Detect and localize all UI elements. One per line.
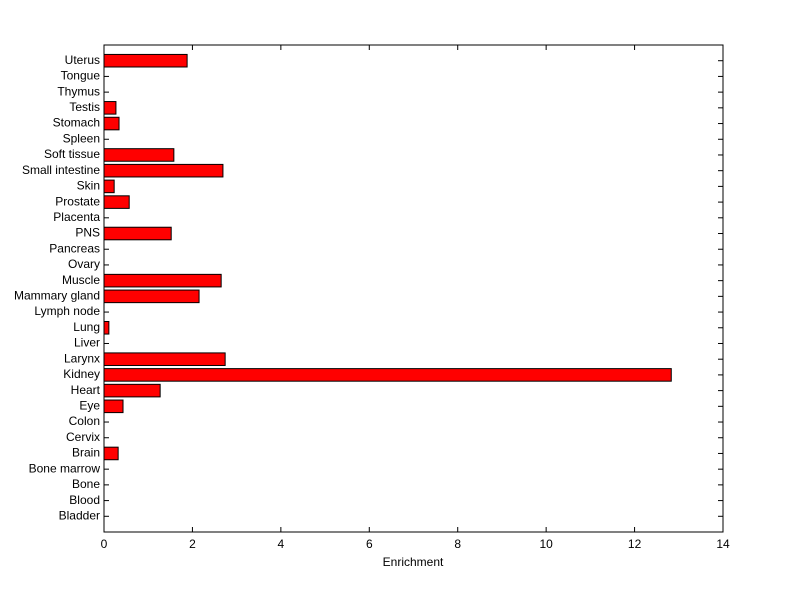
y-tick-label: Prostate (55, 194, 100, 208)
bar (103, 179, 115, 194)
y-tick-label: Skin (77, 179, 100, 193)
y-tick-label: Kidney (63, 367, 100, 381)
y-tick-label: Uterus (65, 53, 100, 67)
y-tick-label: PNS (75, 226, 100, 240)
y-tick-label: Colon (69, 414, 100, 428)
bar (103, 163, 224, 178)
x-tick-label: 12 (628, 537, 642, 551)
y-tick-label: Liver (74, 336, 100, 350)
y-tick-label: Stomach (53, 116, 100, 130)
y-tick-label: Lymph node (34, 304, 100, 318)
plot-frame (103, 44, 724, 533)
x-tick-label: 14 (716, 537, 730, 551)
y-tick-label: Muscle (62, 273, 100, 287)
y-tick-label: Soft tissue (44, 147, 100, 161)
bar (103, 116, 120, 131)
y-tick-label: Bone marrow (29, 461, 101, 475)
y-tick-label: Lung (73, 320, 100, 334)
y-tick-label: Pancreas (49, 241, 100, 255)
bar (103, 320, 110, 335)
bar (103, 399, 124, 414)
y-tick-label: Brain (72, 446, 100, 460)
bar (103, 368, 672, 382)
bar (103, 383, 161, 398)
x-axis-label: Enrichment (383, 555, 444, 569)
y-tick-label: Larynx (64, 351, 100, 365)
y-tick-label: Cervix (66, 430, 100, 444)
y-tick-label: Eye (79, 398, 100, 412)
bar (103, 53, 188, 68)
y-tick-label: Bone (72, 477, 100, 491)
y-tick-label: Testis (69, 100, 100, 114)
y-tick-label: Thymus (57, 84, 100, 98)
x-tick-label: 4 (278, 537, 285, 551)
x-tick-label: 8 (454, 537, 461, 551)
y-tick-label: Blood (69, 493, 100, 507)
bar (103, 352, 226, 366)
x-tick-label: 6 (366, 537, 373, 551)
x-tick-label: 0 (101, 537, 108, 551)
x-tick-label: 10 (539, 537, 553, 551)
y-tick-label: Spleen (63, 131, 100, 145)
y-tick-label: Heart (71, 383, 101, 397)
bar (103, 148, 175, 162)
y-tick-label: Tongue (61, 69, 101, 83)
bar (103, 273, 222, 288)
bar (103, 289, 200, 304)
y-tick-label: Bladder (59, 508, 100, 522)
y-tick-label: Mammary gland (14, 289, 100, 303)
y-tick-label: Small intestine (22, 163, 100, 177)
bar (103, 446, 119, 461)
bar (103, 226, 172, 241)
x-tick-label: 2 (189, 537, 196, 551)
bar (103, 195, 130, 209)
y-tick-label: Ovary (68, 257, 100, 271)
bar (103, 101, 117, 115)
y-tick-label: Placenta (53, 210, 100, 224)
